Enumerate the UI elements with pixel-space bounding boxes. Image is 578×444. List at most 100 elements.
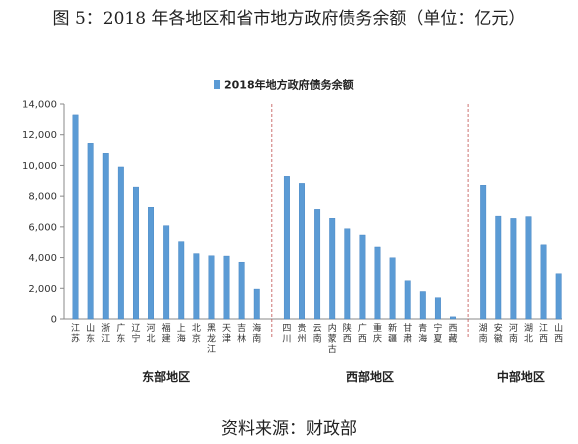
bar-吉林 bbox=[238, 261, 245, 320]
x-category-label: 林 bbox=[237, 333, 246, 345]
y-tick-label: 12,000 bbox=[22, 130, 57, 141]
x-category-label: 川 bbox=[282, 335, 291, 345]
x-category-label: 南 bbox=[313, 333, 322, 345]
y-tick-label: 4,000 bbox=[28, 253, 57, 264]
x-category-label: 安 bbox=[494, 322, 503, 334]
x-category-label: 四 bbox=[282, 324, 291, 334]
bar-海南 bbox=[253, 288, 260, 320]
x-category-label: 贵 bbox=[298, 322, 307, 334]
x-category-label: 疆 bbox=[388, 334, 397, 345]
bar-湖南 bbox=[480, 185, 487, 320]
x-category-label: 西 bbox=[343, 334, 352, 345]
x-category-label: 西 bbox=[554, 334, 563, 345]
bar-广西 bbox=[359, 234, 366, 320]
x-category-label: 西 bbox=[358, 334, 367, 345]
x-category-label: 重 bbox=[373, 322, 382, 334]
x-category-label: 津 bbox=[222, 334, 231, 345]
region-label: 西部地区 bbox=[346, 369, 394, 384]
x-category-label: 京 bbox=[192, 333, 201, 345]
x-category-label: 甘 bbox=[403, 322, 412, 334]
x-category-label: 江 bbox=[101, 334, 110, 345]
bar-北京 bbox=[193, 253, 200, 320]
x-category-label: 河 bbox=[509, 322, 518, 334]
bar-山西 bbox=[555, 273, 562, 320]
region-label: 东部地区 bbox=[142, 369, 190, 384]
y-tick-label: 8,000 bbox=[28, 192, 57, 203]
x-category-label: 藏 bbox=[449, 333, 458, 345]
x-category-label: 广 bbox=[358, 322, 367, 334]
x-category-label: 湖 bbox=[524, 323, 533, 334]
bar-广东 bbox=[117, 166, 124, 320]
bar-江苏 bbox=[72, 114, 79, 320]
bar-青海 bbox=[419, 291, 426, 320]
bar-宁夏 bbox=[434, 297, 441, 320]
source-note: 资料来源：财政部 bbox=[221, 419, 357, 439]
x-category-label: 北 bbox=[192, 323, 201, 334]
x-category-label: 黑 bbox=[207, 323, 216, 334]
x-category-label: 北 bbox=[147, 334, 156, 345]
x-category-label: 天 bbox=[222, 324, 231, 334]
legend-swatch bbox=[214, 80, 220, 89]
x-category-label: 东 bbox=[86, 333, 95, 345]
x-category-label: 州 bbox=[298, 334, 307, 345]
x-category-label: 海 bbox=[252, 322, 261, 334]
bar-内蒙古 bbox=[329, 218, 336, 320]
x-category-label: 肃 bbox=[403, 333, 412, 345]
bar-安徽 bbox=[495, 215, 502, 320]
x-category-label: 南 bbox=[509, 333, 518, 345]
x-category-label: 海 bbox=[418, 333, 427, 345]
bar-贵州 bbox=[299, 183, 305, 320]
x-category-label: 河 bbox=[147, 322, 156, 334]
bar-湖北 bbox=[525, 216, 532, 320]
x-category-label: 江 bbox=[71, 323, 80, 334]
bar-河北 bbox=[148, 206, 155, 320]
x-category-label: 上 bbox=[177, 323, 186, 334]
bar-上海 bbox=[178, 241, 185, 320]
bar-河南 bbox=[510, 218, 517, 320]
x-category-label: 广 bbox=[116, 322, 125, 334]
x-category-label: 江 bbox=[207, 344, 216, 355]
x-category-label: 宁 bbox=[131, 333, 140, 345]
x-category-label: 建 bbox=[162, 333, 171, 345]
x-category-label: 北 bbox=[524, 334, 533, 345]
bar-辽宁 bbox=[132, 186, 139, 320]
x-category-label: 庆 bbox=[373, 333, 382, 345]
bar-云南 bbox=[314, 209, 321, 320]
x-category-label: 浙 bbox=[101, 322, 110, 334]
x-category-label: 湖 bbox=[479, 323, 488, 334]
bar-重庆 bbox=[374, 246, 381, 320]
x-category-label: 海 bbox=[177, 333, 186, 345]
y-tick-label: 0 bbox=[51, 315, 57, 326]
bar-新疆 bbox=[389, 257, 396, 320]
bar-陕西 bbox=[344, 228, 351, 320]
x-category-label: 新 bbox=[388, 322, 397, 334]
region-label: 中部地区 bbox=[497, 369, 545, 384]
y-tick-label: 14,000 bbox=[22, 100, 57, 111]
y-tick-label: 6,000 bbox=[28, 222, 57, 233]
x-category-label: 青 bbox=[418, 322, 427, 334]
x-category-label: 东 bbox=[116, 333, 125, 345]
x-category-label: 云 bbox=[313, 324, 322, 334]
bar-西藏 bbox=[450, 316, 456, 320]
x-category-label: 古 bbox=[328, 343, 337, 355]
x-category-label: 苏 bbox=[71, 333, 80, 345]
x-category-label: 江 bbox=[539, 323, 548, 334]
bar-四川 bbox=[283, 176, 290, 320]
page-title: 图 5：2018 年各地区和省市地方政府债务余额（单位：亿元） bbox=[52, 9, 526, 29]
x-category-label: 福 bbox=[162, 322, 171, 334]
bar-甘肃 bbox=[404, 280, 411, 320]
x-category-label: 辽 bbox=[131, 323, 140, 334]
x-category-label: 南 bbox=[479, 333, 488, 345]
x-category-label: 龙 bbox=[207, 333, 216, 345]
bar-浙江 bbox=[102, 153, 109, 320]
bar-山东 bbox=[87, 143, 94, 320]
x-category-label: 吉 bbox=[237, 323, 246, 334]
x-category-label: 西 bbox=[539, 334, 548, 345]
x-category-label: 西 bbox=[449, 323, 458, 334]
x-category-label: 蒙 bbox=[328, 333, 337, 345]
x-category-label: 陕 bbox=[343, 322, 352, 334]
x-category-label: 徽 bbox=[494, 333, 503, 345]
x-category-label: 夏 bbox=[433, 334, 442, 345]
x-category-label: 南 bbox=[252, 333, 261, 345]
